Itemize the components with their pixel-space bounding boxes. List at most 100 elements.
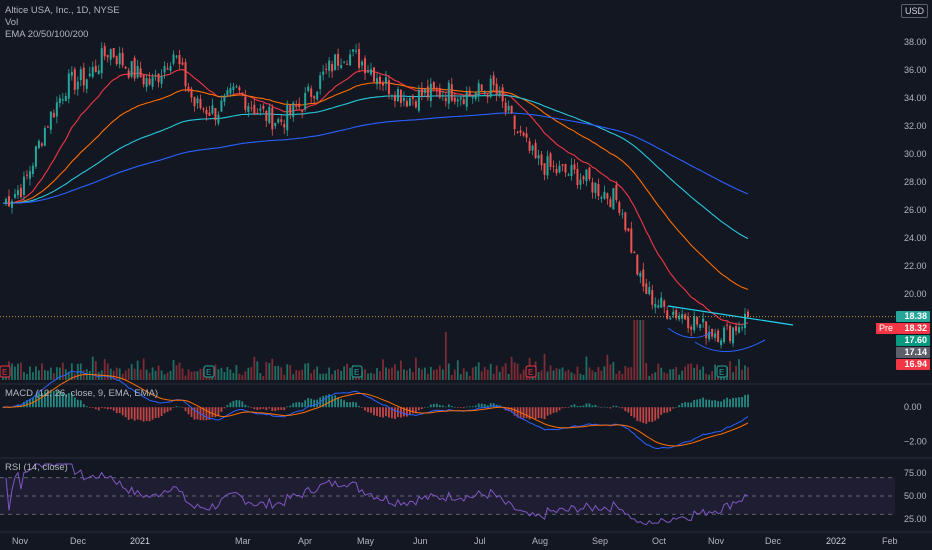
volume-bar (459, 374, 462, 380)
volume-bar (522, 369, 525, 380)
volume-label[interactable]: Vol (5, 17, 19, 28)
volume-bar (112, 370, 115, 380)
macd-histogram-bar (642, 407, 645, 424)
price-axis-tick: 32.00 (904, 121, 927, 131)
macd-histogram-bar (516, 407, 519, 418)
candle-body (124, 66, 127, 69)
macd-histogram-bar (391, 407, 393, 419)
candle-body (139, 68, 142, 78)
candle-body (67, 73, 70, 99)
volume-bar (412, 371, 414, 380)
earnings-icon-label: E (2, 368, 7, 377)
volume-bar (193, 371, 196, 380)
volume-bar (235, 365, 238, 380)
macd-histogram-bar (190, 407, 193, 417)
candle-body (208, 112, 211, 116)
volume-bar (477, 362, 480, 380)
ema200-line (3, 112, 749, 204)
candle-body (483, 91, 486, 94)
volume-bar (735, 365, 737, 380)
candle-body (639, 272, 642, 277)
candle-body (654, 303, 657, 308)
macd-histogram-bar (220, 407, 223, 412)
macd-histogram-bar (522, 407, 525, 419)
macd-histogram-bar (732, 397, 734, 408)
volume-bar (441, 369, 444, 380)
candle-body (513, 115, 516, 130)
candle-body (304, 92, 307, 110)
volume-bar (423, 367, 426, 380)
volume-bar (118, 368, 121, 380)
macd-axis-tick: 0.00 (904, 402, 922, 412)
macd-histogram-bar (397, 407, 399, 418)
candle-body (612, 188, 615, 210)
earnings-icon (0, 365, 11, 378)
candle-body (684, 314, 687, 320)
macd-histogram-bar (738, 397, 740, 408)
candle-body (384, 77, 387, 84)
macd-legend[interactable]: MACD (12, 26, close, 9, EMA, EMA) (5, 388, 159, 399)
rsi-axis-tick: 25.00 (904, 514, 927, 524)
candle-body (316, 91, 319, 100)
candle-body (393, 95, 396, 101)
volume-bar (627, 367, 630, 380)
volume-bar (744, 365, 746, 380)
candle-body (474, 92, 477, 99)
macd-histogram-bar (247, 406, 250, 408)
candle-body (166, 68, 169, 70)
macd-histogram-bar (196, 407, 199, 420)
macd-histogram-bar (226, 405, 229, 408)
volume-bar (286, 364, 289, 380)
macd-histogram-bar (382, 407, 384, 418)
macd-histogram-bar (552, 407, 555, 413)
ema20-line (2, 68, 749, 326)
candle-body (615, 184, 618, 201)
macd-histogram-bar (304, 400, 307, 408)
currency-button[interactable]: USD (900, 4, 928, 18)
macd-histogram-bar (525, 407, 528, 419)
rsi-legend[interactable]: RSI (14, close) (5, 462, 68, 473)
macd-histogram-bar (103, 407, 106, 409)
macd-histogram-bar (115, 407, 118, 414)
candle-body (376, 78, 378, 85)
candle-body (714, 333, 717, 338)
macd-histogram-bar (690, 402, 693, 408)
macd-histogram-bar (480, 403, 483, 408)
candle-body (31, 165, 34, 174)
candle-body (732, 327, 735, 344)
macd-histogram-bar (681, 403, 684, 408)
candle-body (567, 174, 570, 176)
rsi-axis-tick: 75.00 (904, 468, 927, 478)
volume-bar (49, 367, 52, 380)
candle-body (4, 199, 7, 204)
candle-body (528, 141, 531, 151)
rsi-line (5, 463, 749, 526)
macd-histogram-bar (453, 407, 456, 408)
candle-body (145, 78, 148, 88)
volume-bar (97, 372, 100, 380)
ema-label[interactable]: EMA 20/50/100/200 (5, 29, 89, 40)
macd-histogram-bar (82, 404, 85, 408)
candle-body (49, 111, 52, 130)
macd-histogram-bar (705, 399, 708, 408)
volume-bar (546, 371, 549, 380)
volume-bar (483, 366, 486, 380)
macd-histogram-bar (438, 404, 441, 408)
volume-bar (319, 373, 322, 380)
candle-body (223, 95, 226, 102)
macd-histogram-bar (355, 402, 357, 408)
volume-bar (504, 362, 507, 380)
volume-bar (187, 369, 190, 380)
volume-bar (238, 373, 241, 380)
volume-bar (145, 369, 148, 380)
volume-bar (343, 366, 345, 380)
volume-bar (58, 367, 61, 380)
symbol-title[interactable]: Altice USA, Inc., 1D, NYSE (5, 5, 120, 16)
volume-bar (247, 367, 250, 380)
candle-body (112, 48, 115, 58)
macd-histogram-bar (250, 407, 253, 408)
macd-histogram-bar (741, 397, 743, 408)
candle-body (675, 310, 678, 318)
time-axis-tick: 2021 (130, 536, 150, 546)
